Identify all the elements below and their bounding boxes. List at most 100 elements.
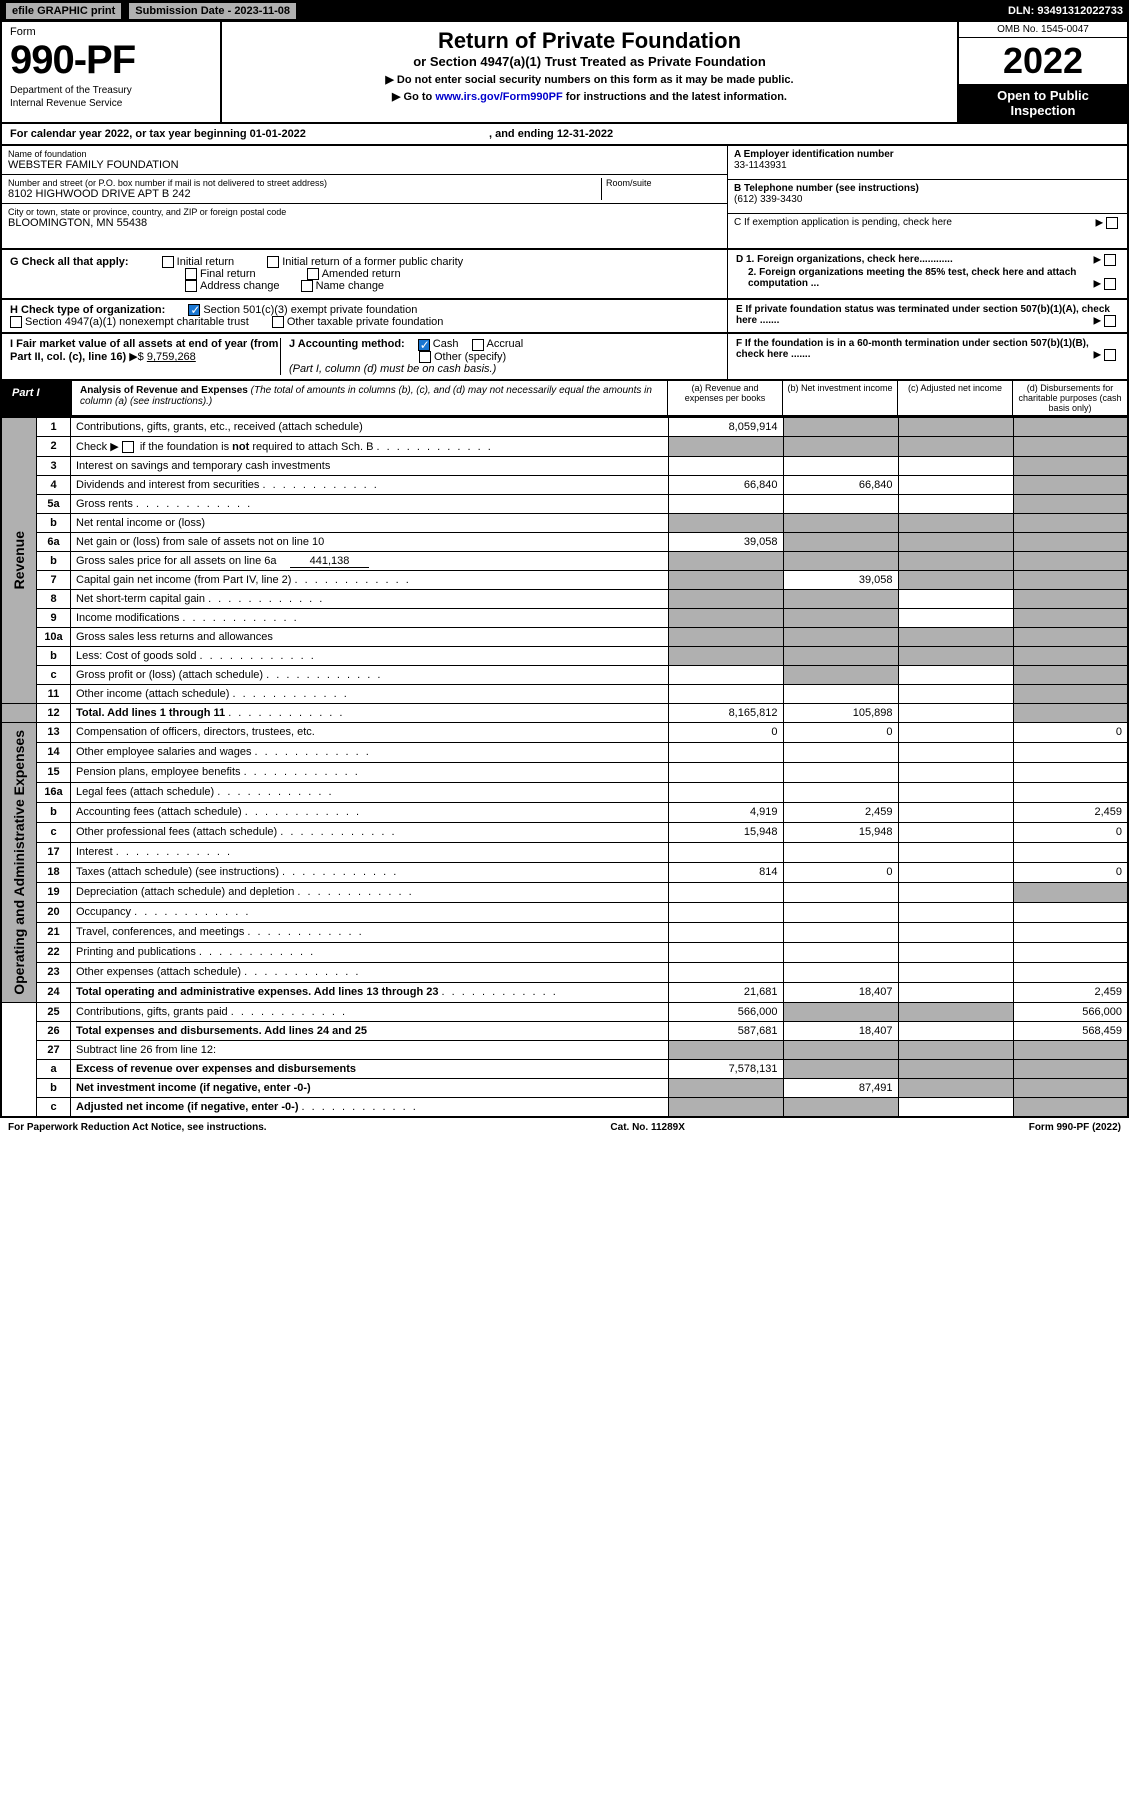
form-subtitle: or Section 4947(a)(1) Trust Treated as P… — [234, 54, 945, 69]
c-label: C If exemption application is pending, c… — [734, 217, 952, 228]
g-d-row: G Check all that apply: Initial return I… — [0, 250, 1129, 300]
identification-block: Name of foundation WEBSTER FAMILY FOUNDA… — [0, 146, 1129, 250]
efile-badge: efile GRAPHIC print — [6, 3, 121, 19]
address-cell: Number and street (or P.O. box number if… — [2, 175, 727, 204]
h-section: H Check type of organization: Section 50… — [2, 300, 727, 332]
header-right: OMB No. 1545-0047 2022 Open to Public In… — [957, 22, 1127, 122]
j-label: J Accounting method: — [289, 338, 405, 350]
schb-checkbox[interactable] — [122, 441, 134, 453]
form-word: Form — [10, 26, 212, 38]
ein-cell: A Employer identification number 33-1143… — [728, 146, 1127, 180]
form-header: Form 990-PF Department of the Treasury I… — [0, 22, 1129, 124]
j-other: Other (specify) — [434, 351, 506, 363]
e-label: E If private foundation status was termi… — [736, 304, 1110, 326]
city-cell: City or town, state or province, country… — [2, 204, 727, 232]
col-a-hdr: (a) Revenue and expenses per books — [667, 381, 782, 415]
d-section: D 1. Foreign organizations, check here..… — [727, 250, 1127, 298]
g-opt-0: Initial return — [177, 256, 234, 268]
h-501c3-cb[interactable] — [188, 304, 200, 316]
part1-header: Part I Analysis of Revenue and Expenses … — [0, 381, 1129, 417]
i-j-f-row: I Fair market value of all assets at end… — [0, 334, 1129, 380]
h-opt1: Section 501(c)(3) exempt private foundat… — [203, 304, 417, 316]
d2-checkbox[interactable] — [1104, 278, 1116, 290]
e-section: E If private foundation status was termi… — [727, 300, 1127, 332]
calendar-year-row: For calendar year 2022, or tax year begi… — [0, 124, 1129, 146]
dln: DLN: 93491312022733 — [1008, 5, 1123, 17]
d2-label: 2. Foreign organizations meeting the 85%… — [748, 267, 1076, 289]
g-opt-4: Amended return — [322, 268, 401, 280]
address: 8102 HIGHWOOD DRIVE APT B 242 — [8, 188, 601, 200]
h-other-taxable-cb[interactable] — [272, 316, 284, 328]
g-opt-2: Address change — [200, 280, 280, 292]
form-title: Return of Private Foundation — [234, 28, 945, 54]
g-label: G Check all that apply: — [10, 256, 129, 268]
tax-year: 2022 — [959, 38, 1127, 84]
phone-value: (612) 339-3430 — [734, 194, 1121, 205]
c-checkbox[interactable] — [1106, 217, 1118, 229]
col-d-hdr: (d) Disbursements for charitable purpose… — [1012, 381, 1127, 415]
city-label: City or town, state or province, country… — [8, 207, 721, 217]
expenses-side-label: Operating and Administrative Expenses — [7, 726, 31, 999]
d1-label: D 1. Foreign organizations, check here..… — [736, 254, 953, 265]
phone-label: B Telephone number (see instructions) — [734, 183, 1121, 194]
note-goto: ▶ Go to www.irs.gov/Form990PF for instru… — [234, 90, 945, 103]
g-initial-former-cb[interactable] — [267, 256, 279, 268]
exemption-cell: C If exemption application is pending, c… — [728, 214, 1127, 248]
omb-number: OMB No. 1545-0047 — [959, 22, 1127, 38]
j-accrual: Accrual — [487, 338, 524, 350]
top-bar: efile GRAPHIC print Submission Date - 20… — [0, 0, 1129, 22]
id-left: Name of foundation WEBSTER FAMILY FOUNDA… — [2, 146, 727, 248]
footer-left: For Paperwork Reduction Act Notice, see … — [8, 1122, 267, 1133]
footer-mid: Cat. No. 11289X — [610, 1122, 684, 1133]
header-mid: Return of Private Foundation or Section … — [222, 22, 957, 122]
g-opt-1: Final return — [200, 268, 256, 280]
ein-value: 33-1143931 — [734, 160, 1121, 171]
dept-irs: Internal Revenue Service — [10, 98, 212, 109]
j-cash-cb[interactable] — [418, 339, 430, 351]
f-section: F If the foundation is in a 60-month ter… — [727, 334, 1127, 378]
g-address-change-cb[interactable] — [185, 280, 197, 292]
h-label: H Check type of organization: — [10, 304, 165, 316]
i-value: 9,759,268 — [147, 351, 196, 363]
g-section: G Check all that apply: Initial return I… — [2, 250, 727, 298]
irs-link[interactable]: www.irs.gov/Form990PF — [435, 91, 562, 103]
dept-treasury: Department of the Treasury — [10, 85, 212, 96]
part1-label: Part I — [2, 381, 72, 415]
page-footer: For Paperwork Reduction Act Notice, see … — [0, 1118, 1129, 1137]
open-public-badge: Open to Public Inspection — [959, 84, 1127, 122]
g-name-change-cb[interactable] — [301, 280, 313, 292]
col-b-hdr: (b) Net investment income — [782, 381, 897, 415]
f-label: F If the foundation is in a 60-month ter… — [736, 338, 1089, 360]
header-left: Form 990-PF Department of the Treasury I… — [2, 22, 222, 122]
h-opt3: Other taxable private foundation — [287, 316, 444, 328]
g-opt-5: Name change — [316, 280, 385, 292]
ein-label: A Employer identification number — [734, 149, 1121, 160]
part1-title: Analysis of Revenue and Expenses — [80, 385, 248, 396]
name-cell: Name of foundation WEBSTER FAMILY FOUNDA… — [2, 146, 727, 175]
d1-checkbox[interactable] — [1104, 254, 1116, 266]
i-label: I Fair market value of all assets at end… — [10, 338, 278, 363]
part1-table: Revenue 1Contributions, gifts, grants, e… — [0, 417, 1129, 1118]
g-initial-return-cb[interactable] — [162, 256, 174, 268]
g-opt-3: Initial return of a former public charit… — [282, 256, 463, 268]
g-amended-cb[interactable] — [307, 268, 319, 280]
foundation-name: WEBSTER FAMILY FOUNDATION — [8, 159, 721, 171]
f-checkbox[interactable] — [1104, 349, 1116, 361]
name-label: Name of foundation — [8, 149, 721, 159]
e-checkbox[interactable] — [1104, 315, 1116, 327]
submission-date: Submission Date - 2023-11-08 — [129, 3, 296, 19]
j-other-cb[interactable] — [419, 351, 431, 363]
city: BLOOMINGTON, MN 55438 — [8, 217, 721, 229]
j-note: (Part I, column (d) must be on cash basi… — [289, 363, 496, 375]
g-final-return-cb[interactable] — [185, 268, 197, 280]
col-c-hdr: (c) Adjusted net income — [897, 381, 1012, 415]
j-cash: Cash — [433, 338, 459, 350]
cal-year-end: , and ending 12-31-2022 — [489, 128, 613, 140]
footer-right: Form 990-PF (2022) — [1029, 1122, 1121, 1133]
note-ssn: ▶ Do not enter social security numbers o… — [234, 73, 945, 86]
phone-cell: B Telephone number (see instructions) (6… — [728, 180, 1127, 214]
h-4947-cb[interactable] — [10, 316, 22, 328]
j-accrual-cb[interactable] — [472, 339, 484, 351]
revenue-side-label: Revenue — [7, 527, 31, 593]
h-e-row: H Check type of organization: Section 50… — [0, 300, 1129, 334]
